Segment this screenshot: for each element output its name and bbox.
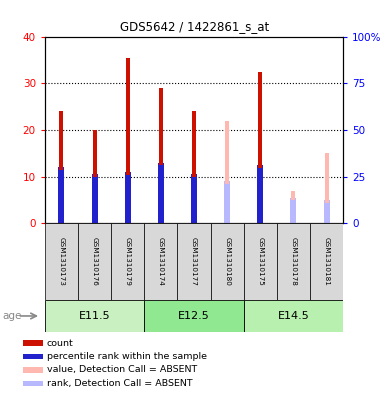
Bar bbox=[225, 121, 229, 223]
Bar bbox=[126, 57, 130, 174]
Text: GSM1310174: GSM1310174 bbox=[158, 237, 164, 286]
Bar bbox=[258, 72, 262, 223]
Bar bbox=[191, 174, 197, 223]
Bar bbox=[244, 223, 277, 300]
Text: GSM1310177: GSM1310177 bbox=[191, 237, 197, 286]
Bar bbox=[23, 367, 43, 373]
Bar bbox=[23, 354, 43, 359]
Bar bbox=[224, 181, 230, 223]
Text: E12.5: E12.5 bbox=[178, 311, 210, 321]
Bar bbox=[291, 191, 296, 200]
Text: GSM1310180: GSM1310180 bbox=[224, 237, 230, 286]
Bar bbox=[111, 223, 144, 300]
Text: GSM1310178: GSM1310178 bbox=[291, 237, 296, 286]
Bar bbox=[192, 111, 196, 177]
Bar bbox=[45, 223, 78, 300]
Bar bbox=[324, 153, 329, 203]
Bar bbox=[92, 130, 97, 223]
Bar bbox=[92, 174, 98, 223]
Bar bbox=[310, 223, 343, 300]
Text: rank, Detection Call = ABSENT: rank, Detection Call = ABSENT bbox=[47, 379, 192, 388]
Bar bbox=[192, 111, 196, 223]
Bar bbox=[159, 88, 163, 165]
Bar bbox=[159, 88, 163, 223]
Bar bbox=[258, 72, 262, 168]
Bar bbox=[23, 380, 43, 386]
Text: GSM1310175: GSM1310175 bbox=[257, 237, 263, 286]
Text: E14.5: E14.5 bbox=[278, 311, 309, 321]
Text: percentile rank within the sample: percentile rank within the sample bbox=[47, 352, 207, 361]
Bar bbox=[144, 300, 244, 332]
Bar bbox=[277, 223, 310, 300]
Bar bbox=[257, 165, 263, 223]
Bar bbox=[291, 191, 296, 223]
Bar bbox=[126, 57, 130, 223]
Bar bbox=[211, 223, 244, 300]
Bar bbox=[291, 198, 296, 223]
Bar bbox=[144, 223, 177, 300]
Text: count: count bbox=[47, 338, 73, 347]
Bar bbox=[324, 153, 329, 223]
Bar bbox=[59, 111, 64, 170]
Text: GSM1310181: GSM1310181 bbox=[324, 237, 330, 286]
Text: E11.5: E11.5 bbox=[79, 311, 110, 321]
Bar bbox=[324, 200, 330, 223]
Text: GSM1310176: GSM1310176 bbox=[92, 237, 98, 286]
Text: value, Detection Call = ABSENT: value, Detection Call = ABSENT bbox=[47, 365, 197, 375]
Text: age: age bbox=[2, 311, 21, 321]
Bar bbox=[58, 167, 64, 223]
Text: GSM1310179: GSM1310179 bbox=[125, 237, 131, 286]
Bar bbox=[225, 121, 229, 184]
Text: GDS5642 / 1422861_s_at: GDS5642 / 1422861_s_at bbox=[121, 20, 269, 33]
Bar bbox=[125, 172, 131, 223]
Bar bbox=[244, 300, 343, 332]
Bar bbox=[23, 340, 43, 346]
Bar bbox=[92, 130, 97, 177]
Text: GSM1310173: GSM1310173 bbox=[58, 237, 64, 286]
Bar bbox=[59, 111, 64, 223]
Bar bbox=[78, 223, 111, 300]
Bar bbox=[177, 223, 211, 300]
Bar bbox=[45, 300, 144, 332]
Bar bbox=[158, 163, 164, 223]
